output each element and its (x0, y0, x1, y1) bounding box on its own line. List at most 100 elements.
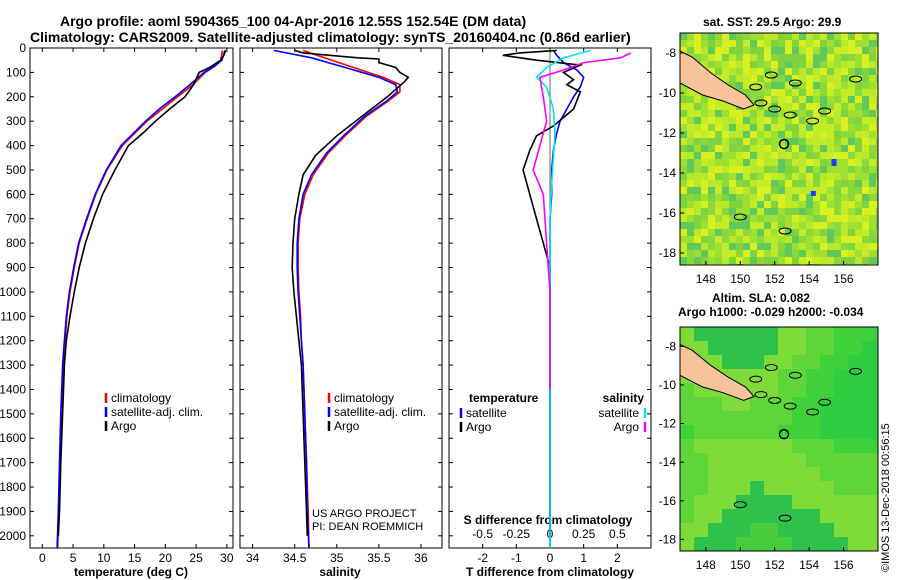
sst-map-cell (827, 54, 834, 61)
sst-map-cell (862, 103, 869, 110)
sla-map-title: Altim. SLA: 0.082 (712, 291, 811, 305)
sst-map-cell (841, 215, 848, 222)
sst-map-cell (869, 68, 876, 75)
sst-map-cell (701, 33, 708, 40)
sst-map-cell (778, 222, 785, 229)
sst-map-cell (757, 40, 764, 47)
sst-map-cell (750, 208, 757, 215)
sst-map-cell (778, 180, 785, 187)
sst-map-cell (876, 208, 878, 215)
ytick-label: 2000 (0, 529, 26, 543)
sst-map-cell (834, 201, 841, 208)
sst-map-cell (862, 173, 869, 180)
sst-map-cell (778, 152, 785, 159)
sla-map-cell (778, 537, 792, 551)
sst-map-cell (785, 152, 792, 159)
sst-map-cell (736, 159, 743, 166)
sst-map-cell (771, 243, 778, 250)
sst-map-cell (778, 236, 785, 243)
sst-map-cell (876, 54, 878, 61)
ytick-label: 1600 (0, 431, 26, 445)
sst-map-cell (743, 208, 750, 215)
sla-map-cell (862, 467, 876, 481)
sst-map-cell (757, 61, 764, 68)
sla-map-cell (722, 439, 736, 453)
sla-map-cell (862, 509, 876, 523)
sst-map-cell (827, 208, 834, 215)
sst-map-cell (708, 166, 715, 173)
sst-map-cell (806, 201, 813, 208)
sst-map-cell (722, 243, 729, 250)
sst-map-cell (841, 61, 848, 68)
sst-map-cell (813, 103, 820, 110)
sst-map-cell (813, 152, 820, 159)
sst-map-cell (813, 215, 820, 222)
sst-map-cell (792, 250, 799, 257)
sst-map-cell (743, 124, 750, 131)
sla-map-cell (750, 495, 764, 509)
sst-map-cell (771, 222, 778, 229)
temp-legend-argo-label: Argo (111, 419, 137, 433)
sst-map-cell (722, 40, 729, 47)
sst-map-cell (757, 208, 764, 215)
sla-map-cell (834, 523, 848, 537)
sla-map-cell (764, 425, 778, 439)
sst-map-cell (848, 54, 855, 61)
sst-map-cell (869, 47, 876, 54)
sst-map-cell (848, 47, 855, 54)
sst-map-cell (813, 131, 820, 138)
sst-map-cell (862, 194, 869, 201)
sst-map-cell (848, 229, 855, 236)
sst-map-cell (771, 138, 778, 145)
sst-map-cell (876, 222, 878, 229)
sst-map-cell (834, 257, 841, 264)
sst-map-cell (813, 33, 820, 40)
sla-map-cell (750, 453, 764, 467)
sst-map-cell (680, 47, 687, 54)
sst-map-cell (785, 173, 792, 180)
sst-map-cell (799, 229, 806, 236)
sst-map-cell (715, 40, 722, 47)
sst-map-cell (820, 47, 827, 54)
sst-map-cell (736, 33, 743, 40)
sst-map-cell (834, 187, 841, 194)
sla-map-cell (736, 523, 750, 537)
sst-map-cell (792, 243, 799, 250)
sst-map-cell (785, 75, 792, 82)
temperature-axis-label: temperature (deg C) (74, 565, 188, 579)
sst-map-cell (757, 68, 764, 75)
sla-map-cell (806, 439, 820, 453)
sst-map-cell (757, 250, 764, 257)
credit-project: US ARGO PROJECT (312, 508, 417, 520)
sst-map-cell (701, 201, 708, 208)
sst-map-cell (806, 47, 813, 54)
sla-map-cell (708, 341, 722, 355)
sst-map-cell (778, 173, 785, 180)
sst-map-cell (869, 54, 876, 61)
sst-map-cell (869, 243, 876, 250)
sst-map-cell (869, 187, 876, 194)
sst-map-cell (799, 194, 806, 201)
sla-map-cell (694, 453, 708, 467)
sla-map-cell (834, 509, 848, 523)
sst-map-cell (750, 96, 757, 103)
sla-map-cell (708, 439, 722, 453)
ytick-label: 400 (6, 139, 26, 153)
sst-map-cell (848, 187, 855, 194)
sst-map-cell (701, 187, 708, 194)
sst-map-cell (708, 124, 715, 131)
sst-map-cell (841, 187, 848, 194)
island-outline (754, 391, 768, 399)
sst-map-cell (834, 194, 841, 201)
sla-map-cell (680, 327, 694, 341)
sst-map-cell (729, 82, 736, 89)
sst-map-cell (764, 243, 771, 250)
sst-map-cell (862, 40, 869, 47)
sst-map-cell (834, 173, 841, 180)
sst-map-cell (820, 173, 827, 180)
sst-map-cell (799, 236, 806, 243)
sst-map-cell (778, 138, 785, 145)
sst-map-cell (848, 201, 855, 208)
sst-map-cell (743, 138, 750, 145)
sst-map-cell (694, 124, 701, 131)
